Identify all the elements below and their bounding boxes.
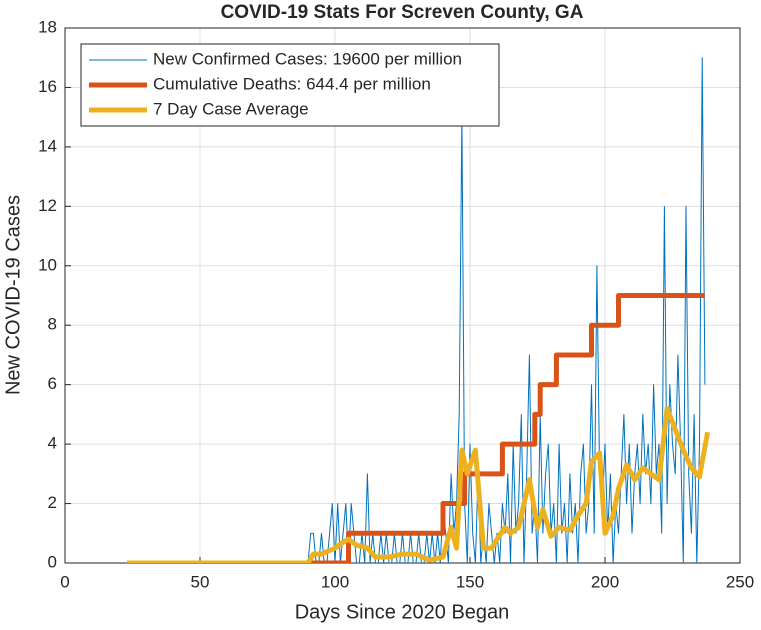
y-tick-label: 8 (48, 315, 57, 334)
y-tick-label: 16 (38, 77, 57, 96)
x-tick-label: 100 (321, 572, 349, 591)
legend-label: New Confirmed Cases: 19600 per million (153, 49, 462, 68)
y-tick-label: 0 (48, 552, 57, 571)
y-tick-label: 4 (48, 434, 57, 453)
series-line (127, 57, 706, 563)
legend-box (80, 43, 500, 127)
x-tick-label: 0 (60, 572, 69, 591)
y-tick-label: 12 (38, 196, 57, 215)
y-tick-label: 2 (48, 493, 57, 512)
y-tick-label: 6 (48, 374, 57, 393)
y-tick-label: 14 (38, 136, 57, 155)
y-tick-label: 10 (38, 255, 57, 274)
y-axis-label: New COVID-19 Cases (2, 195, 24, 395)
legend-label: Cumulative Deaths: 644.4 per million (153, 74, 431, 93)
chart-title: COVID-19 Stats For Screven County, GA (221, 2, 584, 23)
x-tick-label: 50 (191, 572, 210, 591)
x-tick-label: 250 (726, 572, 754, 591)
series-line (127, 293, 705, 563)
series-line (127, 405, 711, 563)
x-axis-label: Days Since 2020 Began (295, 601, 510, 623)
legend-label: 7 Day Case Average (153, 99, 309, 118)
y-tick-label: 18 (38, 17, 57, 36)
x-tick-label: 200 (591, 572, 619, 591)
x-tick-label: 150 (456, 572, 484, 591)
plot-frame (64, 27, 741, 564)
